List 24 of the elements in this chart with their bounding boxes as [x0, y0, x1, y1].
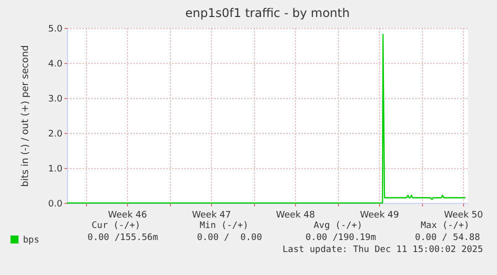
y-tick-label: 4.0: [48, 60, 63, 70]
text: 0.00 / 54.88: [414, 233, 480, 243]
text: Max (-/+): [420, 221, 470, 231]
x-tick-label: Week 46: [108, 210, 148, 220]
x-tick-label: Week 50: [444, 210, 484, 220]
y-axis-title: bits in (-) / out (+) per second: [20, 45, 32, 187]
text: Cur (-/+): [90, 221, 142, 231]
line-series: [66, 34, 466, 204]
text: Min (-/+): [198, 221, 250, 231]
y-tick-label: 2.0: [48, 130, 63, 140]
legend-label: bps: [23, 236, 40, 246]
y-tick-label: 3.0: [48, 94, 63, 104]
text: 0.00 /190.19m: [306, 233, 376, 243]
text: 0.00 /155.56m: [88, 233, 158, 243]
x-tick-label: Week 48: [276, 210, 316, 220]
x-tick-label: Week 49: [360, 210, 400, 220]
y-tick-label: 1.0: [48, 164, 63, 174]
text: Last update: Thu Dec 11 15:00:02 2025: [282, 245, 483, 255]
y-tick-label: 0.0: [48, 200, 63, 210]
chart-title: enp1s0f1 traffic - by month: [185, 6, 350, 20]
x-tick-label: Week 47: [192, 210, 231, 220]
y-tick-label: 5.0: [48, 24, 63, 34]
text: Avg (-/+): [312, 221, 364, 231]
text: 0.00 / 0.00: [196, 233, 262, 243]
